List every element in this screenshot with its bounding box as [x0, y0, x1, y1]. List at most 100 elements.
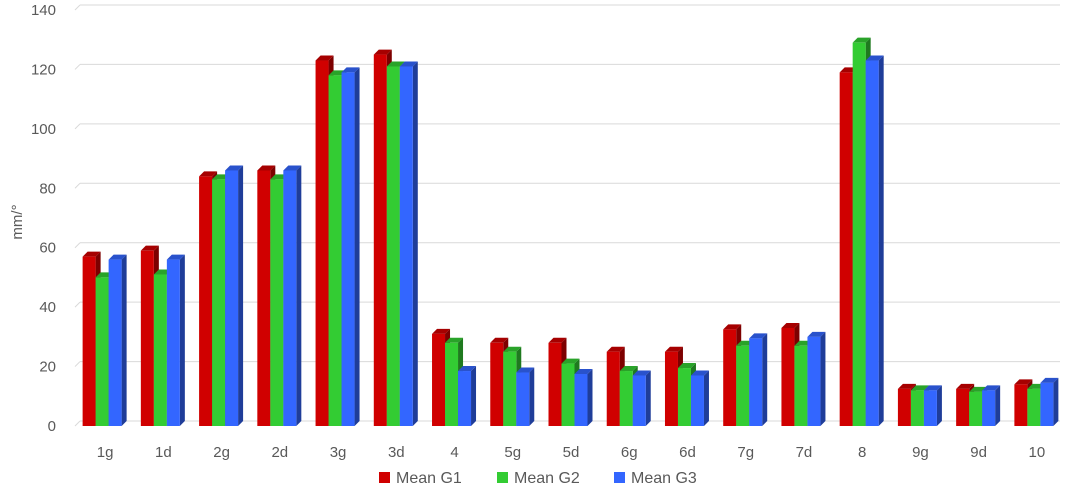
x-tick-label: 5d — [563, 444, 580, 461]
gridline-depth — [74, 242, 81, 249]
x-tick-label: 1g — [97, 444, 114, 461]
x-axis-ticks: 1g 1d 2g 2d 3g 3d 4 5g 5d 6g 6d 7g 7d 8 9g 9d 10 — [97, 444, 1045, 461]
x-tick-label: 8 — [858, 444, 866, 461]
bar-top — [548, 337, 567, 343]
bar-front — [561, 363, 575, 426]
bar-side — [762, 333, 768, 426]
bar-front — [199, 176, 213, 426]
bar-front — [794, 345, 808, 426]
bar-front — [923, 390, 937, 426]
y-axis-ticks: 0 20 40 60 80 100 120 140 — [31, 2, 56, 435]
bar-top — [677, 363, 696, 369]
y-tick-label: 40 — [39, 299, 56, 316]
x-tick-label: 4 — [450, 444, 458, 461]
bar-mean-g3-5d — [574, 369, 593, 426]
bar-mean-g3-3d — [399, 61, 418, 426]
bar-top — [432, 328, 451, 334]
bar-front — [807, 336, 821, 426]
y-tick-label: 100 — [31, 121, 56, 138]
bar-top — [852, 37, 871, 43]
y-tick-label: 120 — [31, 61, 56, 78]
bar-front — [664, 351, 678, 426]
bar-top — [516, 367, 535, 373]
bar-top — [82, 251, 101, 257]
bar-front — [386, 66, 400, 426]
bar-side — [529, 367, 535, 426]
bar-front — [852, 42, 866, 426]
bar-front — [399, 66, 413, 426]
bar-front — [315, 60, 329, 427]
legend-label: Mean G3 — [631, 470, 697, 487]
bar-front — [982, 390, 996, 426]
bar-front — [969, 391, 983, 426]
bar-mean-g3-7d — [807, 331, 826, 426]
bar-front — [839, 72, 853, 427]
x-tick-label: 2g — [213, 444, 230, 461]
bar-front — [619, 371, 633, 426]
y-tick-label: 140 — [31, 2, 56, 19]
bar-side — [995, 385, 1001, 426]
x-tick-label: 9g — [912, 444, 929, 461]
legend-swatch — [614, 472, 625, 483]
y-axis-title: mm/° — [9, 204, 26, 239]
bar-top — [606, 346, 625, 352]
bar-side — [645, 370, 651, 426]
bar-front — [270, 179, 284, 426]
legend-swatch — [497, 472, 508, 483]
bar-top — [561, 358, 580, 364]
bar-top — [781, 322, 800, 328]
x-tick-label: 5g — [504, 444, 521, 461]
bar-front — [490, 342, 504, 426]
bar-front — [548, 342, 562, 426]
legend-item-mean-g3: Mean G3 — [614, 470, 697, 487]
bar-front — [82, 256, 96, 426]
bar-front — [865, 60, 879, 427]
bar-top — [1040, 377, 1059, 383]
gridlines — [74, 4, 1060, 427]
bar-front — [690, 375, 704, 426]
y-tick-label: 20 — [39, 359, 56, 376]
bar-top — [108, 254, 127, 260]
bar-top — [865, 55, 884, 61]
x-tick-label: 3d — [388, 444, 405, 461]
bar-side — [121, 254, 127, 426]
bar-top — [225, 165, 244, 171]
gridline-depth — [74, 182, 81, 189]
bar-side — [412, 61, 418, 426]
bar-mean-g3-4 — [458, 366, 477, 426]
gridline-depth — [74, 123, 81, 130]
bar-mean-g3-2g — [225, 165, 244, 426]
x-tick-label: 6d — [679, 444, 696, 461]
bar-top — [619, 366, 638, 372]
bar-front — [166, 259, 180, 426]
bar-top — [373, 49, 392, 55]
bar-front — [956, 388, 970, 426]
gridline-depth — [74, 64, 81, 70]
bar-front — [781, 327, 795, 426]
x-tick-label: 7d — [796, 444, 813, 461]
bar-side — [878, 55, 884, 427]
legend-item-mean-g1: Mean G1 — [379, 470, 462, 487]
bar-front — [432, 333, 446, 426]
bar-front — [1040, 382, 1054, 426]
bars — [82, 37, 1059, 427]
legend: Mean G1 Mean G2 Mean G3 — [379, 470, 697, 487]
bar-front — [606, 351, 620, 426]
bar-front — [1014, 384, 1028, 426]
bar-top — [910, 385, 929, 391]
bar-side — [354, 67, 360, 427]
bar-top — [503, 346, 522, 352]
x-tick-label: 10 — [1029, 444, 1046, 461]
y-tick-label: 60 — [39, 240, 56, 257]
bar-front — [749, 338, 763, 426]
bar-top — [399, 61, 418, 67]
bar-mean-g3-3g — [341, 67, 360, 427]
bar-top — [664, 346, 683, 352]
x-tick-label: 7g — [737, 444, 754, 461]
gridline-depth — [74, 301, 81, 308]
bar-mean-g3-6d — [690, 370, 709, 426]
bar-side — [238, 165, 244, 426]
bar-top — [897, 383, 916, 389]
bar-front — [503, 351, 517, 426]
bar-front — [140, 250, 154, 426]
